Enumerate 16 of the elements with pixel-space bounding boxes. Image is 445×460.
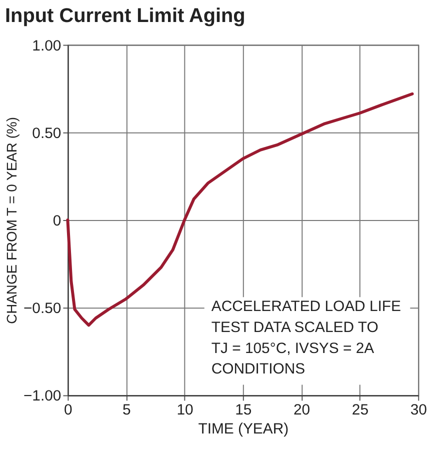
y-tick-label: −1.00 [23, 388, 62, 405]
y-axis-title: CHANGE FROM T = 0 YEAR (%) [3, 117, 20, 324]
x-axis-title: TIME (YEAR) [198, 420, 289, 438]
x-tick-label: 15 [235, 402, 252, 419]
x-tick-label: 5 [122, 402, 131, 419]
x-tick-label: 30 [410, 402, 427, 419]
x-tick-label: 0 [64, 402, 72, 419]
x-tick-label: 25 [352, 402, 369, 419]
y-tick-label: 1.00 [32, 37, 62, 54]
x-tick-label: 10 [176, 402, 194, 419]
annotation: ACCELERATED LOAD LIFE TEST DATA SCALED TO TJ = 105°C, IVSYS = 2A CONDITIONS [211, 298, 402, 378]
chart-title: Input Current Limit Aging [5, 4, 246, 27]
x-tick-label: 20 [294, 402, 310, 419]
y-tick-label: −0.50 [23, 300, 62, 318]
y-tick-label: 0 [52, 212, 62, 230]
y-tick-label: 0.50 [32, 124, 62, 142]
